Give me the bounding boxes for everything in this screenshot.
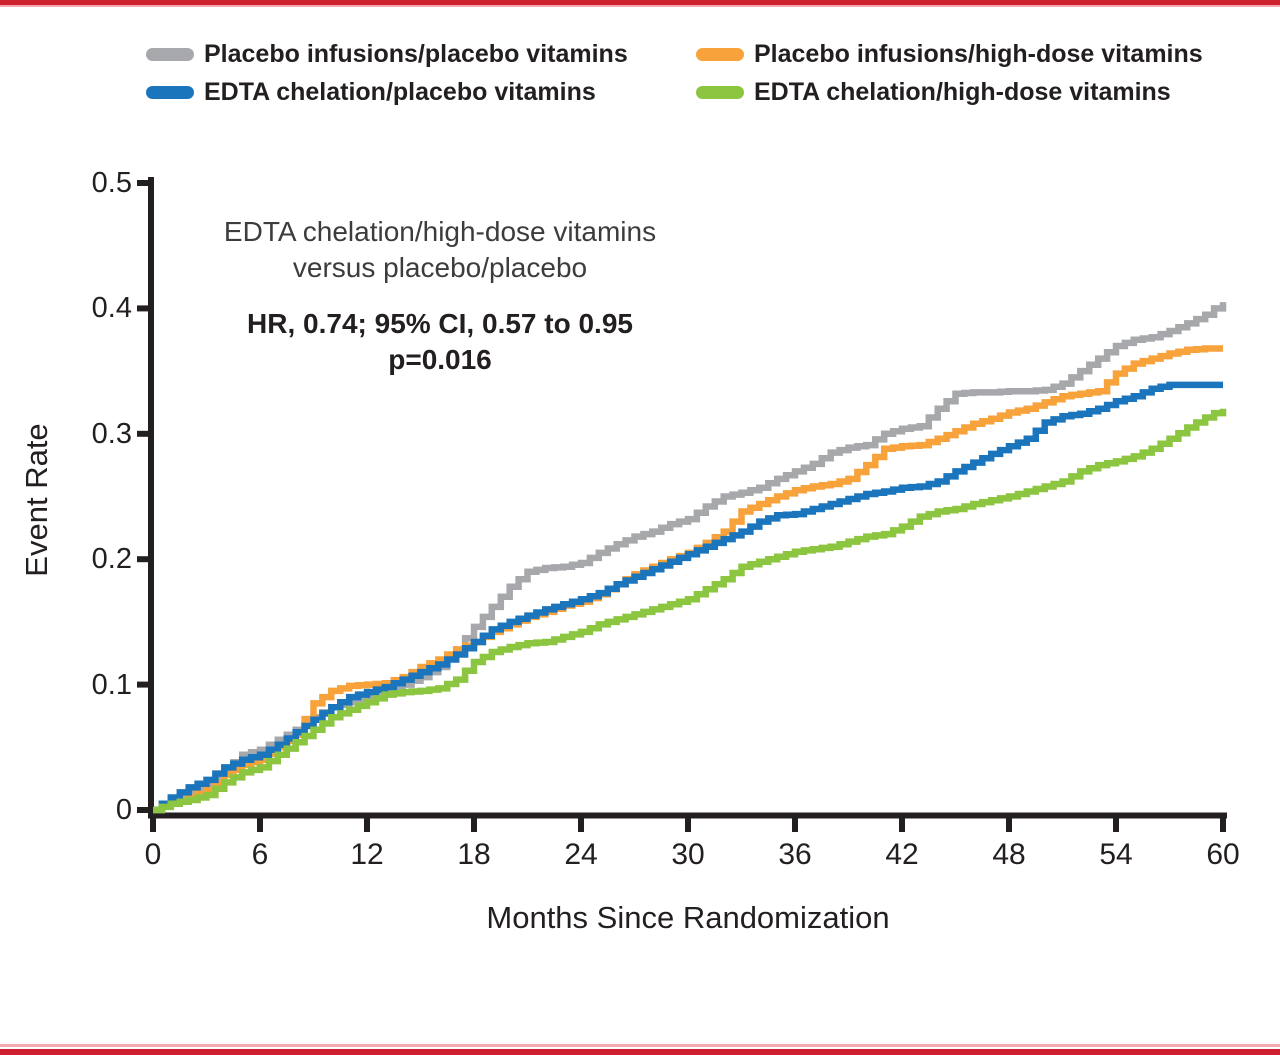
annotation-p-value: p=0.016 [388, 344, 492, 375]
top-red-border-light [0, 5, 1280, 7]
bottom-red-border [0, 1049, 1280, 1055]
annotation-comparison-line1: EDTA chelation/high-dose vitamins [223, 216, 657, 247]
x-tick-label: 6 [251, 838, 269, 871]
x-tick-label: 48 [992, 838, 1026, 871]
x-tick-label: 60 [1206, 838, 1240, 871]
y-tick-label: 0.1 [91, 668, 132, 701]
y-tick-label: 0.4 [91, 292, 132, 325]
legend-swatch-placebo-placebo [146, 48, 194, 61]
legend-label: EDTA chelation/placebo vitamins [204, 78, 596, 106]
legend-swatch-placebo-vitamins [696, 48, 744, 61]
legend: Placebo infusions/placebo vitamins Placeb… [146, 40, 1203, 107]
x-tick-label: 12 [350, 838, 384, 871]
x-tick-label: 30 [671, 838, 705, 871]
y-tick-label: 0.2 [91, 543, 132, 576]
legend-item-placebo-placebo: Placebo infusions/placebo vitamins [146, 40, 696, 69]
x-tick-label: 24 [564, 838, 598, 871]
annotation-stats: HR, 0.74; 95% CI, 0.57 to 0.95 p=0.016 [140, 306, 740, 378]
x-tick-label: 42 [885, 838, 919, 871]
x-axis-title: Months Since Randomization [486, 900, 890, 935]
top-red-border [0, 0, 1280, 5]
legend-label: Placebo infusions/high-dose vitamins [754, 40, 1203, 68]
legend-label: EDTA chelation/high-dose vitamins [754, 78, 1171, 106]
y-tick-label: 0 [115, 794, 132, 826]
series-curve-edta-vitamins [153, 408, 1227, 814]
y-tick-label: 0.3 [91, 417, 132, 450]
legend-item-placebo-vitamins: Placebo infusions/high-dose vitamins [696, 40, 1203, 69]
annotation-comparison-line2: versus placebo/placebo [292, 252, 588, 283]
legend-swatch-edta-placebo [146, 86, 194, 99]
x-tick-label: 54 [1099, 838, 1133, 871]
bottom-red-border-light [0, 1044, 1280, 1047]
y-tick-label: 0.5 [91, 167, 132, 199]
x-tick-label: 0 [144, 838, 162, 871]
annotation-hr-ci: HR, 0.74; 95% CI, 0.57 to 0.95 [247, 308, 633, 339]
legend-label: Placebo infusions/placebo vitamins [204, 40, 628, 68]
legend-item-edta-vitamins: EDTA chelation/high-dose vitamins [696, 78, 1203, 107]
x-tick-label: 36 [778, 838, 812, 871]
hr-annotation: EDTA chelation/high-dose vitamins versus… [140, 214, 740, 378]
series-curve-edta-placebo [153, 381, 1223, 814]
legend-swatch-edta-vitamins [696, 86, 744, 99]
legend-item-edta-placebo: EDTA chelation/placebo vitamins [146, 78, 696, 107]
x-tick-label: 18 [457, 838, 491, 871]
